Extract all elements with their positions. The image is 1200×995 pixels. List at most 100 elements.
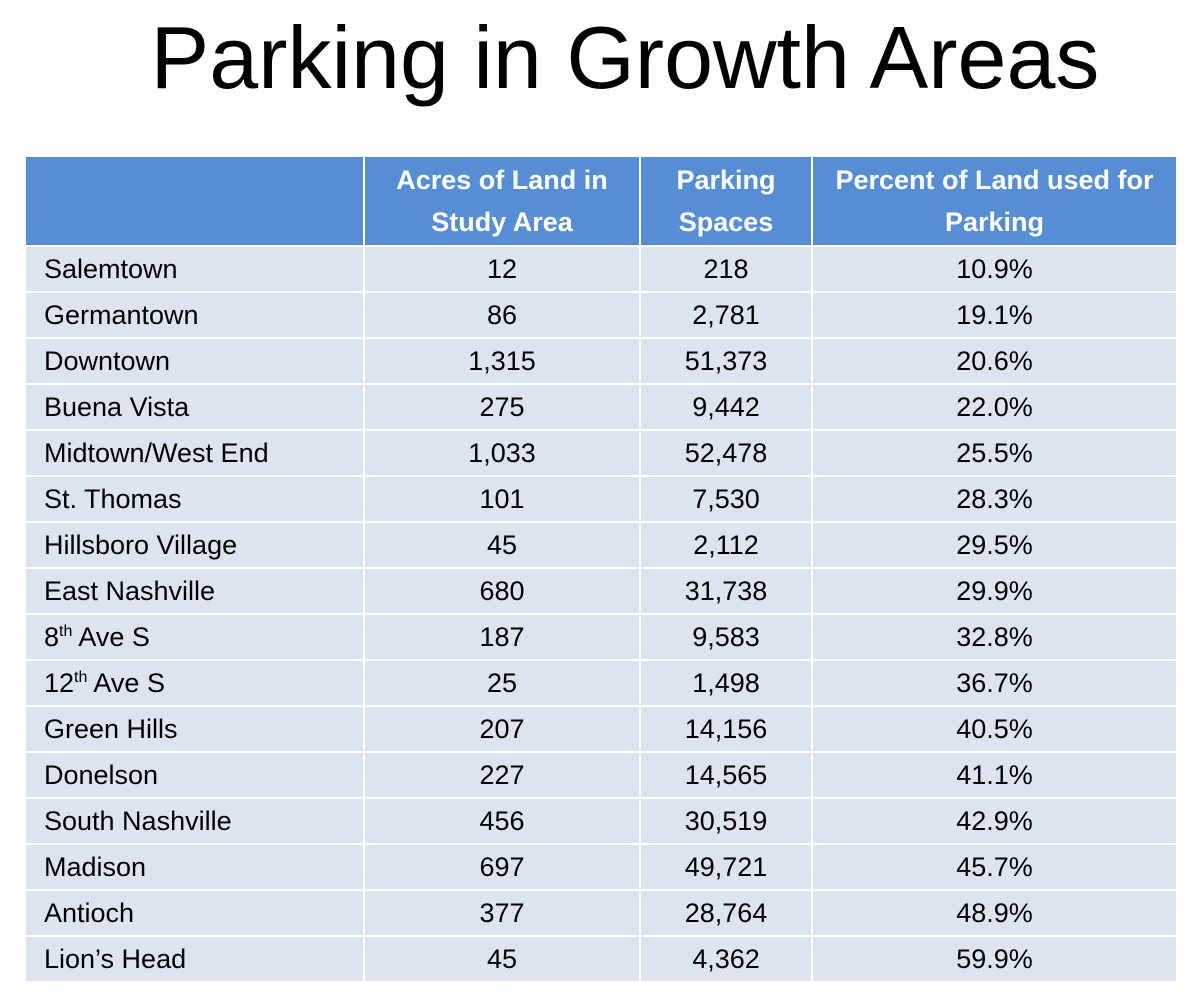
percent-cell: 28.3%: [811, 475, 1176, 523]
spaces-cell: 51,373: [639, 337, 813, 385]
percent-cell: 25.5%: [811, 429, 1176, 477]
area-name: East Nashville: [26, 567, 365, 615]
area-name-text: Donelson: [44, 759, 159, 790]
acres-cell: 45: [363, 521, 641, 569]
area-name: Downtown: [26, 337, 365, 385]
acres-cell: 45: [363, 935, 641, 983]
acres-cell: 101: [363, 475, 641, 523]
table-row: Lion’s Head 45 4,362 59.9%: [26, 935, 1176, 983]
percent-cell: 36.7%: [811, 659, 1176, 707]
percent-cell: 10.9%: [811, 245, 1176, 293]
spaces-cell: 30,519: [639, 797, 813, 845]
percent-cell: 45.7%: [811, 843, 1176, 891]
area-name-text: Salemtown: [44, 253, 178, 284]
percent-cell: 42.9%: [811, 797, 1176, 845]
table-row: Downtown 1,315 51,373 20.6%: [26, 337, 1176, 385]
spaces-cell: 31,738: [639, 567, 813, 615]
spaces-cell: 7,530: [639, 475, 813, 523]
acres-cell: 227: [363, 751, 641, 799]
area-name: Lion’s Head: [26, 935, 365, 983]
acres-cell: 697: [363, 843, 641, 891]
table-row: Salemtown 12 218 10.9%: [26, 245, 1176, 293]
spaces-cell: 218: [639, 245, 813, 293]
acres-cell: 25: [363, 659, 641, 707]
area-name: Green Hills: [26, 705, 365, 753]
header-area: [26, 157, 365, 247]
area-name: 8th Ave S: [26, 613, 365, 661]
area-name-text: Midtown/West End: [44, 437, 269, 468]
area-name-text: Antioch: [44, 897, 135, 928]
percent-cell: 22.0%: [811, 383, 1176, 431]
area-name-text: Green Hills: [44, 713, 178, 744]
header-percent: Percent of Land used for Parking: [811, 157, 1176, 247]
percent-cell: 32.8%: [811, 613, 1176, 661]
area-name-text: East Nashville: [44, 575, 216, 606]
parking-table: Acres of Land in Study Area Parking Spac…: [26, 157, 1176, 983]
area-name-text: Downtown: [44, 345, 171, 376]
percent-cell: 59.9%: [811, 935, 1176, 983]
ordinal-suffix: th: [74, 668, 88, 686]
area-name: Madison: [26, 843, 365, 891]
acres-cell: 1,315: [363, 337, 641, 385]
ordinal-suffix: th: [59, 622, 73, 640]
area-name-suffix: Ave S: [72, 621, 150, 652]
percent-cell: 48.9%: [811, 889, 1176, 937]
acres-cell: 456: [363, 797, 641, 845]
percent-cell: 40.5%: [811, 705, 1176, 753]
area-name: St. Thomas: [26, 475, 365, 523]
area-name-text: Hillsboro Village: [44, 529, 238, 560]
spaces-cell: 9,583: [639, 613, 813, 661]
table-row: East Nashville 680 31,738 29.9%: [26, 567, 1176, 615]
table-row: Green Hills 207 14,156 40.5%: [26, 705, 1176, 753]
percent-cell: 20.6%: [811, 337, 1176, 385]
spaces-cell: 1,498: [639, 659, 813, 707]
acres-cell: 86: [363, 291, 641, 339]
spaces-cell: 28,764: [639, 889, 813, 937]
table-row: 8th Ave S 187 9,583 32.8%: [26, 613, 1176, 661]
table-row: Buena Vista 275 9,442 22.0%: [26, 383, 1176, 431]
area-name-text: Lion’s Head: [44, 943, 187, 974]
percent-cell: 19.1%: [811, 291, 1176, 339]
acres-cell: 207: [363, 705, 641, 753]
area-name-text: St. Thomas: [44, 483, 182, 514]
percent-cell: 41.1%: [811, 751, 1176, 799]
area-name: Donelson: [26, 751, 365, 799]
percent-cell: 29.9%: [811, 567, 1176, 615]
table-row: Madison 697 49,721 45.7%: [26, 843, 1176, 891]
area-name-text: 12: [44, 667, 75, 698]
area-name-text: Germantown: [44, 299, 199, 330]
table-row: Hillsboro Village 45 2,112 29.5%: [26, 521, 1176, 569]
area-name: Germantown: [26, 291, 365, 339]
table-row: Donelson 227 14,565 41.1%: [26, 751, 1176, 799]
area-name-suffix: Ave S: [87, 667, 165, 698]
table-row: South Nashville 456 30,519 42.9%: [26, 797, 1176, 845]
spaces-cell: 4,362: [639, 935, 813, 983]
table-row: St. Thomas 101 7,530 28.3%: [26, 475, 1176, 523]
header-acres: Acres of Land in Study Area: [363, 157, 641, 247]
area-name: Midtown/West End: [26, 429, 365, 477]
header-row: Acres of Land in Study Area Parking Spac…: [26, 157, 1176, 247]
table-row: 12th Ave S 25 1,498 36.7%: [26, 659, 1176, 707]
spaces-cell: 2,112: [639, 521, 813, 569]
area-name: South Nashville: [26, 797, 365, 845]
area-name-text: Buena Vista: [44, 391, 190, 422]
area-name: Salemtown: [26, 245, 365, 293]
acres-cell: 680: [363, 567, 641, 615]
area-name: 12th Ave S: [26, 659, 365, 707]
area-name: Antioch: [26, 889, 365, 937]
spaces-cell: 52,478: [639, 429, 813, 477]
acres-cell: 12: [363, 245, 641, 293]
table-row: Antioch 377 28,764 48.9%: [26, 889, 1176, 937]
slide-title: Parking in Growth Areas: [150, 8, 1100, 107]
acres-cell: 377: [363, 889, 641, 937]
area-name: Buena Vista: [26, 383, 365, 431]
area-name-text: South Nashville: [44, 805, 232, 836]
table-row: Germantown 86 2,781 19.1%: [26, 291, 1176, 339]
spaces-cell: 14,156: [639, 705, 813, 753]
percent-cell: 29.5%: [811, 521, 1176, 569]
acres-cell: 1,033: [363, 429, 641, 477]
acres-cell: 187: [363, 613, 641, 661]
table-row: Midtown/West End 1,033 52,478 25.5%: [26, 429, 1176, 477]
area-name-text: 8: [44, 621, 60, 652]
area-name-text: Madison: [44, 851, 147, 882]
